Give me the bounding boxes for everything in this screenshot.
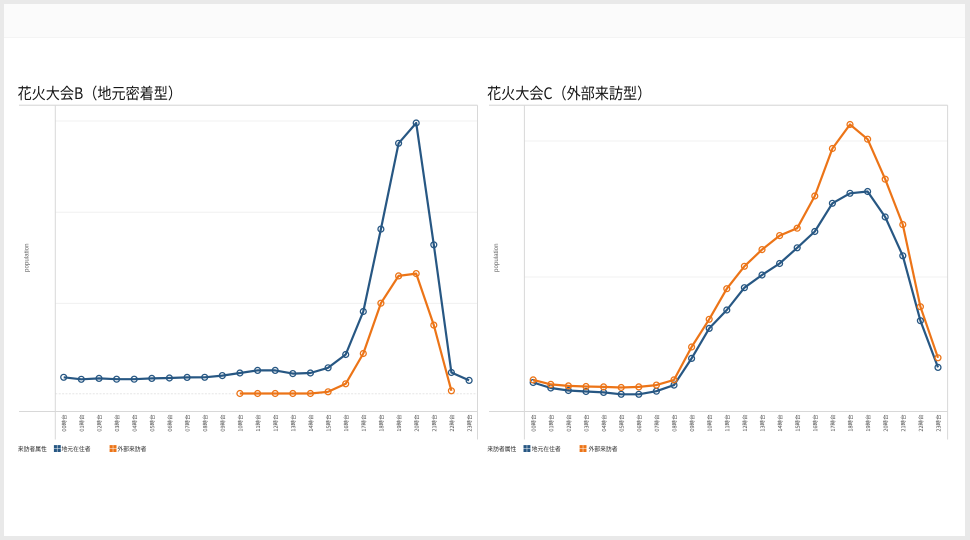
svg-text:population: population (23, 243, 30, 272)
svg-text:population: population (493, 243, 500, 272)
